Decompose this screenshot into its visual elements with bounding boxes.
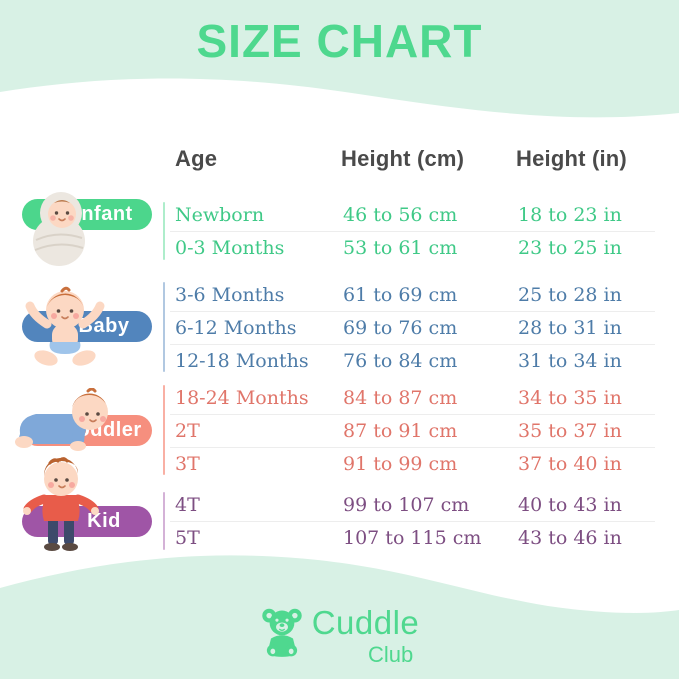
column-header-height-in: Height (in) [516, 146, 627, 171]
baby-rows: 3-6 Months 61 to 69 cm 25 to 28 in 6-12 … [170, 279, 655, 377]
infant-rows: Newborn 46 to 56 cm 18 to 23 in 0-3 Mont… [170, 199, 655, 264]
height-cm-cell: 76 to 84 cm [343, 350, 458, 372]
crawling-toddler-icon [15, 388, 108, 451]
height-in-cell: 35 to 37 in [518, 420, 622, 442]
sitting-baby-icon [25, 286, 105, 366]
height-in-cell: 40 to 43 in [518, 494, 622, 516]
age-cell: 3T [175, 453, 200, 475]
group-divider-line [163, 202, 165, 260]
age-cell: 12-18 Months [175, 350, 309, 372]
column-header-height-cm: Height (cm) [341, 146, 465, 171]
brand-name: Cuddle [311, 604, 420, 641]
height-in-cell: 18 to 23 in [518, 204, 622, 226]
group-divider-line [163, 385, 165, 475]
teddy-bear-icon [261, 608, 302, 657]
height-in-cell: 34 to 35 in [518, 387, 622, 409]
age-cell: 4T [175, 494, 200, 516]
height-cm-cell: 46 to 56 cm [343, 204, 458, 226]
height-in-cell: 28 to 31 in [518, 317, 622, 339]
table-row: 5T 107 to 115 cm 43 to 46 in [170, 521, 655, 554]
group-baby: Baby 3-6 Months 61 to 69 cm 25 to 28 in [0, 279, 679, 375]
height-in-cell: 25 to 28 in [518, 284, 622, 306]
age-cell: 3-6 Months [175, 284, 285, 306]
table-row: Newborn 46 to 56 cm 18 to 23 in [170, 199, 655, 231]
age-cell: 2T [175, 420, 200, 442]
group-toddler: Toddler 18-24 Months 84 to 87 cm 34 to 3… [0, 382, 679, 478]
group-divider-line [163, 492, 165, 550]
header-wave-shape [0, 70, 679, 118]
height-cm-cell: 99 to 107 cm [343, 494, 470, 516]
height-cm-cell: 53 to 61 cm [343, 237, 458, 259]
age-cell: 5T [175, 527, 200, 549]
group-divider-line [163, 282, 165, 372]
table-row: 12-18 Months 76 to 84 cm 31 to 34 in [170, 344, 655, 377]
age-cell: Newborn [175, 204, 265, 226]
header-band [0, 0, 679, 72]
table-row: 18-24 Months 84 to 87 cm 34 to 35 in [170, 382, 655, 414]
footer-wave-shape [0, 555, 679, 679]
group-infant: Infant Newborn 46 to 56 cm 18 to 23 in 0… [0, 192, 679, 266]
brand-subname: Club [368, 641, 414, 667]
kid-rows: 4T 99 to 107 cm 40 to 43 in 5T 107 to 11… [170, 489, 655, 554]
height-cm-cell: 69 to 76 cm [343, 317, 458, 339]
table-row: 6-12 Months 69 to 76 cm 28 to 31 in [170, 311, 655, 344]
height-in-cell: 31 to 34 in [518, 350, 622, 372]
table-row: 3T 91 to 99 cm 37 to 40 in [170, 447, 655, 480]
age-cell: 0-3 Months [175, 237, 285, 259]
height-in-cell: 43 to 46 in [518, 527, 622, 549]
height-in-cell: 23 to 25 in [518, 237, 622, 259]
height-cm-cell: 84 to 87 cm [343, 387, 458, 409]
standing-kid-icon [23, 457, 99, 551]
table-row: 4T 99 to 107 cm 40 to 43 in [170, 489, 655, 521]
height-cm-cell: 91 to 99 cm [343, 453, 458, 475]
height-cm-cell: 61 to 69 cm [343, 284, 458, 306]
brand-text: Cuddle Club [311, 604, 420, 668]
age-cell: 18-24 Months [175, 387, 309, 409]
height-in-cell: 37 to 40 in [518, 453, 622, 475]
table-row: 0-3 Months 53 to 61 cm 23 to 25 in [170, 231, 655, 264]
toddler-rows: 18-24 Months 84 to 87 cm 34 to 35 in 2T … [170, 382, 655, 480]
column-header-age: Age [175, 146, 218, 171]
brand-logo: Cuddle Club [0, 604, 679, 668]
swaddled-baby-icon [33, 192, 85, 266]
height-cm-cell: 87 to 91 cm [343, 420, 458, 442]
page-title: SIZE CHART [196, 15, 483, 67]
group-kid: Kid 4T 99 to 107 cm 40 to 43 i [0, 457, 679, 554]
height-cm-cell: 107 to 115 cm [343, 527, 482, 549]
age-cell: 6-12 Months [175, 317, 297, 339]
table-row: 2T 87 to 91 cm 35 to 37 in [170, 414, 655, 447]
table-row: 3-6 Months 61 to 69 cm 25 to 28 in [170, 279, 655, 311]
